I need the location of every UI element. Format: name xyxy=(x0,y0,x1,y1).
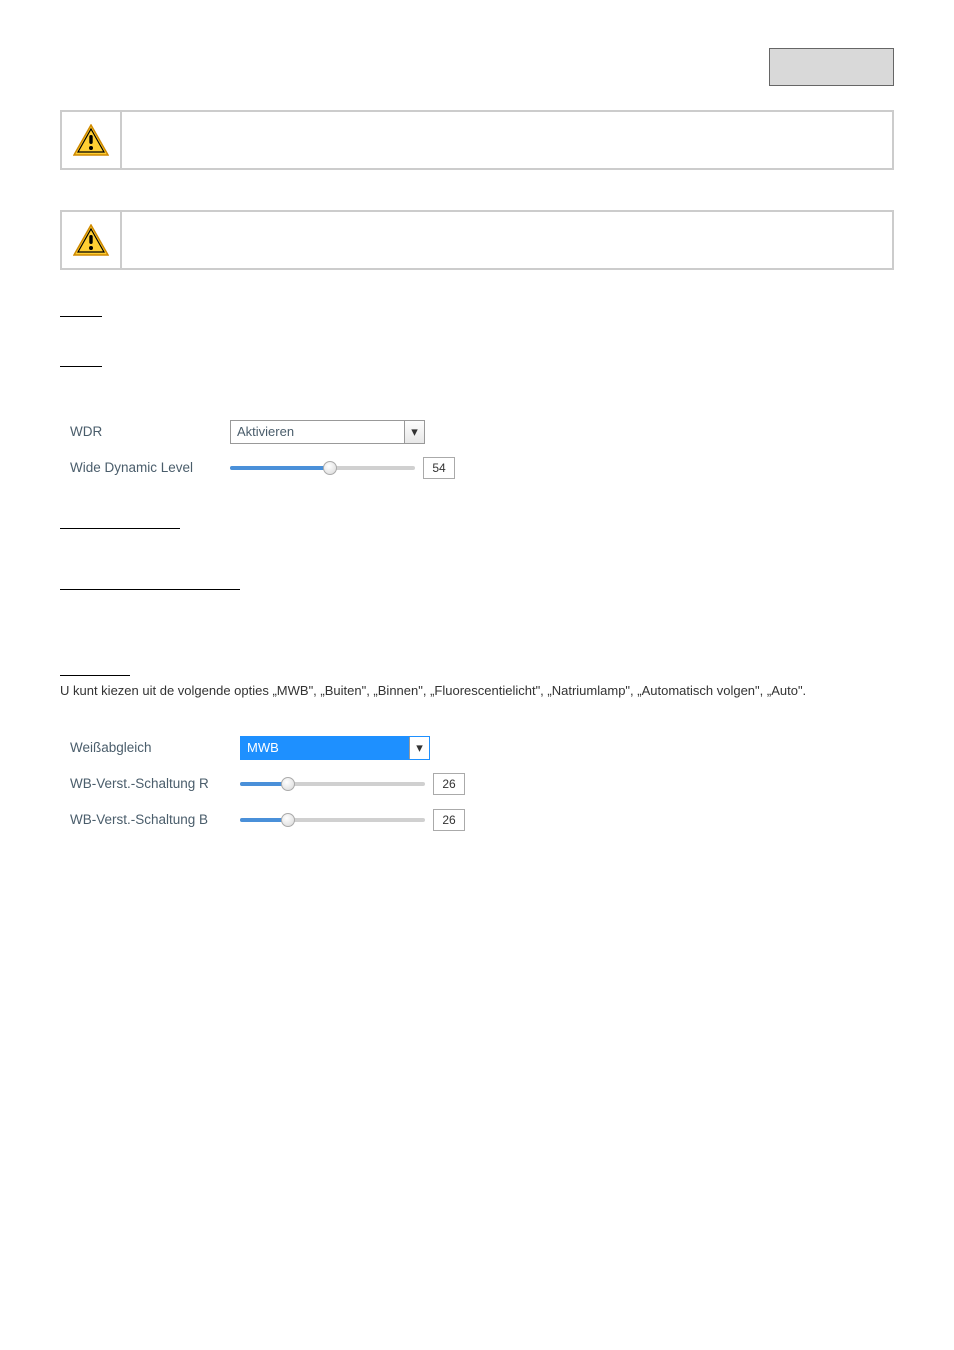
wdr-select-value: Aktivieren xyxy=(237,423,294,441)
wb-b-value: 26 xyxy=(433,809,465,831)
note-text-1 xyxy=(122,112,892,168)
wb-r-slider[interactable]: 26 xyxy=(240,773,465,795)
underline-placeholder-5 xyxy=(60,656,894,675)
body-placeholder-4 xyxy=(60,596,894,632)
chevron-down-icon: ▾ xyxy=(404,421,424,443)
wdr-row-select: WDR Aktivieren ▾ xyxy=(70,414,894,450)
wdr-level-slider[interactable]: 54 xyxy=(230,457,455,479)
wb-r-label: WB-Verst.-Schaltung R xyxy=(70,775,240,794)
page-content: WDR Aktivieren ▾ Wide Dynamic Level 54 xyxy=(60,110,894,838)
chevron-down-icon: ▾ xyxy=(409,737,429,759)
wdr-form: WDR Aktivieren ▾ Wide Dynamic Level 54 xyxy=(70,414,894,486)
wdr-label: WDR xyxy=(70,423,230,442)
note-box-1 xyxy=(60,110,894,170)
wdr-select[interactable]: Aktivieren ▾ xyxy=(230,420,425,444)
underline-placeholder-3 xyxy=(60,510,894,529)
warning-icon xyxy=(73,224,109,256)
wb-select[interactable]: MWB ▾ xyxy=(240,736,430,760)
underline-placeholder-4 xyxy=(60,571,894,590)
note-text-2 xyxy=(122,212,892,268)
witbalans-text: U kunt kiezen uit de volgende opties „MW… xyxy=(60,682,894,701)
wb-select-value: MWB xyxy=(247,739,279,757)
wb-row-main: Weißabgleich MWB ▾ xyxy=(70,730,894,766)
wdr-slider-fill xyxy=(230,466,330,470)
wb-row-r: WB-Verst.-Schaltung R 26 xyxy=(70,766,894,802)
wb-row-b: WB-Verst.-Schaltung B 26 xyxy=(70,802,894,838)
wdr-row-level: Wide Dynamic Level 54 xyxy=(70,450,894,486)
underline-placeholder-2 xyxy=(60,348,894,362)
body-placeholder-2 xyxy=(60,368,894,396)
wb-form: Weißabgleich MWB ▾ WB-Verst.-Schaltung R… xyxy=(70,730,894,838)
header-grey-box xyxy=(769,48,894,86)
wb-b-slider[interactable]: 26 xyxy=(240,809,465,831)
wdr-slider-value: 54 xyxy=(423,457,455,479)
wb-r-slider-thumb[interactable] xyxy=(281,777,295,791)
body-placeholder-1 xyxy=(60,318,894,332)
wb-b-slider-thumb[interactable] xyxy=(281,813,295,827)
wdr-level-label: Wide Dynamic Level xyxy=(70,459,230,478)
wb-main-label: Weißabgleich xyxy=(70,739,240,758)
wb-r-value: 26 xyxy=(433,773,465,795)
underline-placeholder-1 xyxy=(60,298,894,312)
note-icon-cell-2 xyxy=(62,212,122,268)
warning-icon xyxy=(73,124,109,156)
note-icon-cell-1 xyxy=(62,112,122,168)
wb-b-label: WB-Verst.-Schaltung B xyxy=(70,811,240,830)
body-placeholder-3 xyxy=(60,535,894,547)
wdr-slider-thumb[interactable] xyxy=(323,461,337,475)
note-box-2 xyxy=(60,210,894,270)
